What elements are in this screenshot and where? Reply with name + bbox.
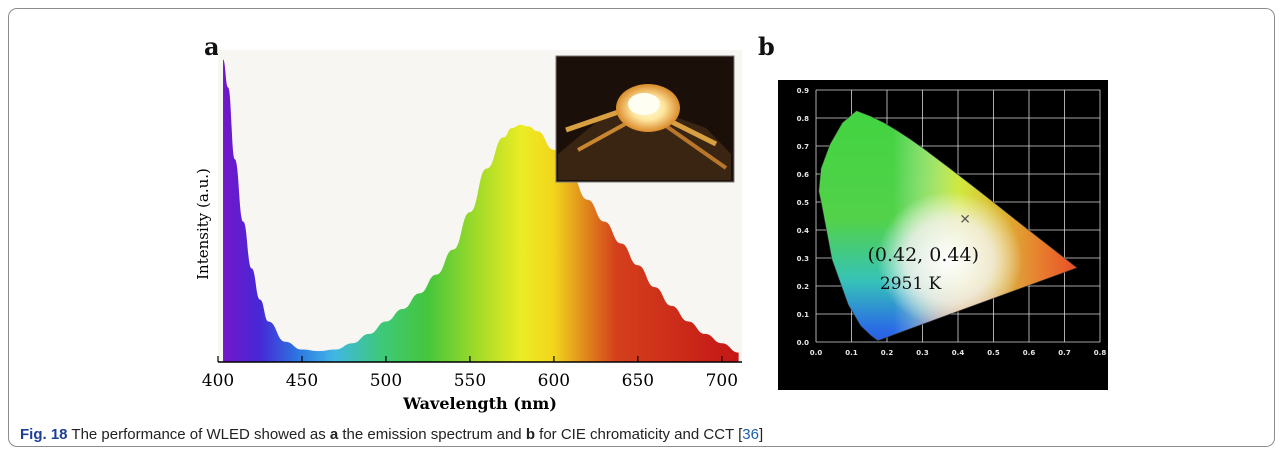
caption-bold-a: a	[329, 426, 339, 443]
inset-led-photo	[555, 55, 735, 183]
cie-y-tick-label: 0.4	[797, 227, 810, 235]
caption-fig-label: Fig. 18	[20, 426, 68, 443]
panel-b-label: b	[758, 32, 775, 61]
cie-y-tick-label: 0.2	[797, 283, 810, 291]
x-tick-label: 400	[202, 371, 234, 391]
emission-spectrum-chart: 400 450 500 550 600 650 700 Wavelength (nm) In…	[194, 50, 742, 413]
cie-y-tick-label: 0.5	[797, 199, 810, 207]
x-tick-label: 450	[286, 371, 318, 391]
cie-x-tick-label: 0.3	[916, 349, 929, 357]
caption-bold-b: b	[525, 426, 535, 443]
cie-x-tick-label: 0.2	[881, 349, 894, 357]
caption-text-4: ]	[758, 426, 764, 443]
chromaticity-point	[961, 214, 970, 223]
caption-text-1: The performance of WLED showed as	[67, 426, 330, 443]
caption-text-2: the emission spectrum and	[338, 426, 526, 443]
cie-y-tick-label: 0.6	[797, 171, 810, 179]
figure-caption: Fig. 18 The performance of WLED showed a…	[20, 426, 763, 443]
cct-label: 2951 K	[880, 274, 942, 294]
x-axis-ticks: 400 450 500 550 600 650 700	[202, 356, 738, 391]
cie-y-tick-label: 0.3	[797, 255, 810, 263]
spectral-locus	[818, 110, 1078, 341]
x-tick-label: 650	[622, 371, 654, 391]
panel-a-label: a	[204, 32, 220, 61]
chromaticity-marker	[961, 214, 970, 223]
cie-y-tick-label: 0.7	[797, 143, 810, 151]
cie-x-tick-label: 0.8	[1094, 349, 1107, 357]
cie-x-tick-label: 0.1	[845, 349, 858, 357]
cie-coordinate-label: (0.42, 0.44)	[867, 244, 979, 266]
cie-tick-labels: 0.0 0.1 0.2 0.3 0.4 0.5 0.6 0.7 0.8 0.0 0.1 0.2 0.3 0…	[797, 87, 1107, 357]
cie-y-tick-label: 0.9	[797, 87, 810, 95]
cie-x-tick-label: 0.4	[952, 349, 965, 357]
cie-y-tick-label: 0.1	[797, 311, 810, 319]
x-tick-label: 550	[454, 371, 486, 391]
cie-x-tick-label: 0.5	[987, 349, 1000, 357]
cie-chromaticity-chart: 0.0 0.1 0.2 0.3 0.4 0.5 0.6 0.7 0.8 0.0 0.1 0.2 0.3 0…	[778, 80, 1108, 390]
x-tick-label: 600	[538, 371, 570, 391]
caption-reference-link[interactable]: 36	[742, 426, 759, 443]
cie-y-tick-label: 0.8	[797, 115, 810, 123]
cie-x-tick-label: 0.0	[810, 349, 823, 357]
spectrum-area	[223, 59, 739, 363]
y-axis-label: Intensity (a.u.)	[194, 168, 212, 280]
figure-frame	[8, 8, 1275, 447]
caption-text-3: for CIE chromaticity and CCT [	[534, 426, 743, 443]
cie-x-tick-label: 0.7	[1058, 349, 1071, 357]
x-axis-label: Wavelength (nm)	[402, 394, 557, 413]
cie-y-tick-label: 0.0	[797, 339, 810, 347]
x-tick-label: 700	[706, 371, 738, 391]
cie-x-tick-label: 0.6	[1023, 349, 1036, 357]
x-tick-label: 500	[370, 371, 402, 391]
